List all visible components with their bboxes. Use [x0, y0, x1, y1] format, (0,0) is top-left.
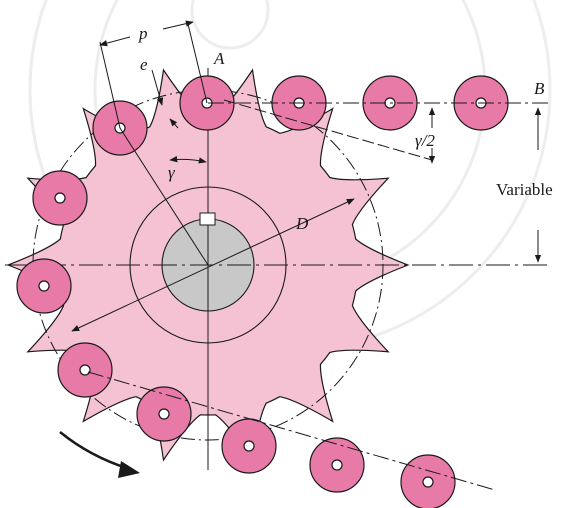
chain-roller [309, 437, 365, 493]
label-d: D [295, 214, 309, 233]
chain-roller [221, 418, 277, 474]
keyway [199, 212, 216, 226]
label-a: A [213, 49, 225, 68]
roller-pin [54, 192, 66, 204]
roller-pin [331, 459, 343, 471]
chain-roller [32, 170, 88, 226]
label-gamma-half: γ/2 [415, 131, 435, 150]
roller-pin [158, 408, 170, 420]
chain-top-dashed [223, 99, 433, 161]
roller-pin [79, 364, 91, 376]
label-e: e [140, 55, 148, 74]
gamma-arc [169, 156, 207, 164]
pitch-extension-left [99, 41, 121, 129]
pitch-dimension-arrow-left [99, 36, 131, 47]
e-leader [151, 69, 164, 106]
e-arrow-up [169, 118, 179, 129]
chain-roller [400, 454, 456, 508]
label-gamma: γ [168, 163, 176, 182]
label-b: B [534, 79, 545, 98]
chain-roller [136, 386, 192, 442]
chain-roller [16, 258, 72, 314]
label-variable: Variable [496, 180, 553, 199]
roller-pin [38, 280, 50, 292]
roller-pin [422, 476, 434, 488]
chain-bottom-centerline [87, 371, 496, 491]
label-p: p [138, 24, 148, 43]
pitch-dimension-arrow-right [162, 20, 194, 30]
diameter-arrow [71, 198, 355, 332]
rotation-arrowhead [118, 461, 140, 478]
chain-roller [57, 342, 113, 398]
roller-pin [243, 440, 255, 452]
pitch-extension-right [187, 23, 208, 104]
